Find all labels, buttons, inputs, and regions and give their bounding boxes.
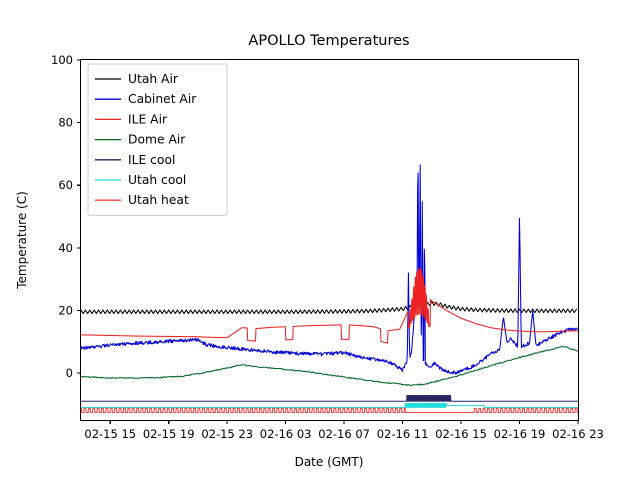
data-series-layer [81, 164, 578, 414]
x-axis-label: Date (GMT) [295, 455, 364, 469]
y-tick-label: 60 [58, 178, 73, 192]
series-line-utah-cool [81, 402, 578, 409]
legend-item-cabinet-air[interactable]: Cabinet Air [95, 92, 197, 106]
series-line-cabinet-air [81, 164, 578, 375]
legend-label: Dome Air [128, 133, 186, 147]
legend-frame [87, 63, 228, 216]
x-tick-label: 02-16 07 [318, 427, 370, 441]
y-axis-label: Temperature (C) [15, 191, 29, 290]
legend-item-utah-cool[interactable]: Utah cool [95, 173, 186, 187]
x-tick-label: 02-16 23 [552, 427, 604, 441]
x-tick-label: 02-15 23 [201, 427, 253, 441]
y-tick-label: 20 [58, 303, 73, 317]
legend-label: Utah heat [128, 193, 189, 207]
legend-label: Cabinet Air [128, 92, 197, 106]
y-tick-label: 0 [66, 366, 73, 380]
legend-item-utah-heat[interactable]: Utah heat [95, 193, 189, 207]
y-tick-label: 40 [58, 241, 73, 255]
legend-label: Utah cool [128, 173, 186, 187]
plot-frame [79, 58, 580, 422]
legend-item-utah-air[interactable]: Utah Air [95, 72, 179, 86]
legend-label: ILE Air [128, 112, 168, 126]
x-axis-ticks: 02-15 15 02-15 19 02-15 23 02-16 03 02-16 07… [84, 420, 604, 441]
series-line-dome-air [81, 345, 578, 387]
x-tick-label: 02-15 19 [143, 427, 195, 441]
y-tick-label: 100 [51, 53, 73, 67]
legend-item-ile-air[interactable]: ILE Air [95, 112, 168, 126]
legend-item-ile-cool[interactable]: ILE cool [95, 153, 175, 167]
y-axis-ticks: 0 20 40 60 80 100 [51, 53, 81, 380]
series-line-ile-cool [81, 395, 578, 402]
x-tick-label: 02-16 03 [260, 427, 312, 441]
legend-item-dome-air[interactable]: Dome Air [95, 133, 186, 147]
x-tick-label: 02-16 11 [377, 427, 429, 441]
legend-label: ILE cool [128, 153, 175, 167]
chart-legend[interactable]: Utah Air Cabinet Air ILE Air Dome Air ILE co… [87, 63, 228, 216]
page-title: APOLLO Temperatures [248, 33, 409, 49]
series-line-utah-air [81, 300, 578, 315]
legend-label: Utah Air [128, 72, 179, 86]
x-tick-label: 02-16 19 [494, 427, 546, 441]
y-tick-label: 80 [58, 116, 73, 130]
series-line-ile-air [81, 267, 578, 344]
x-tick-label: 02-15 15 [84, 427, 136, 441]
series-line-utah-heat [81, 407, 578, 414]
x-tick-label: 02-16 15 [435, 427, 487, 441]
